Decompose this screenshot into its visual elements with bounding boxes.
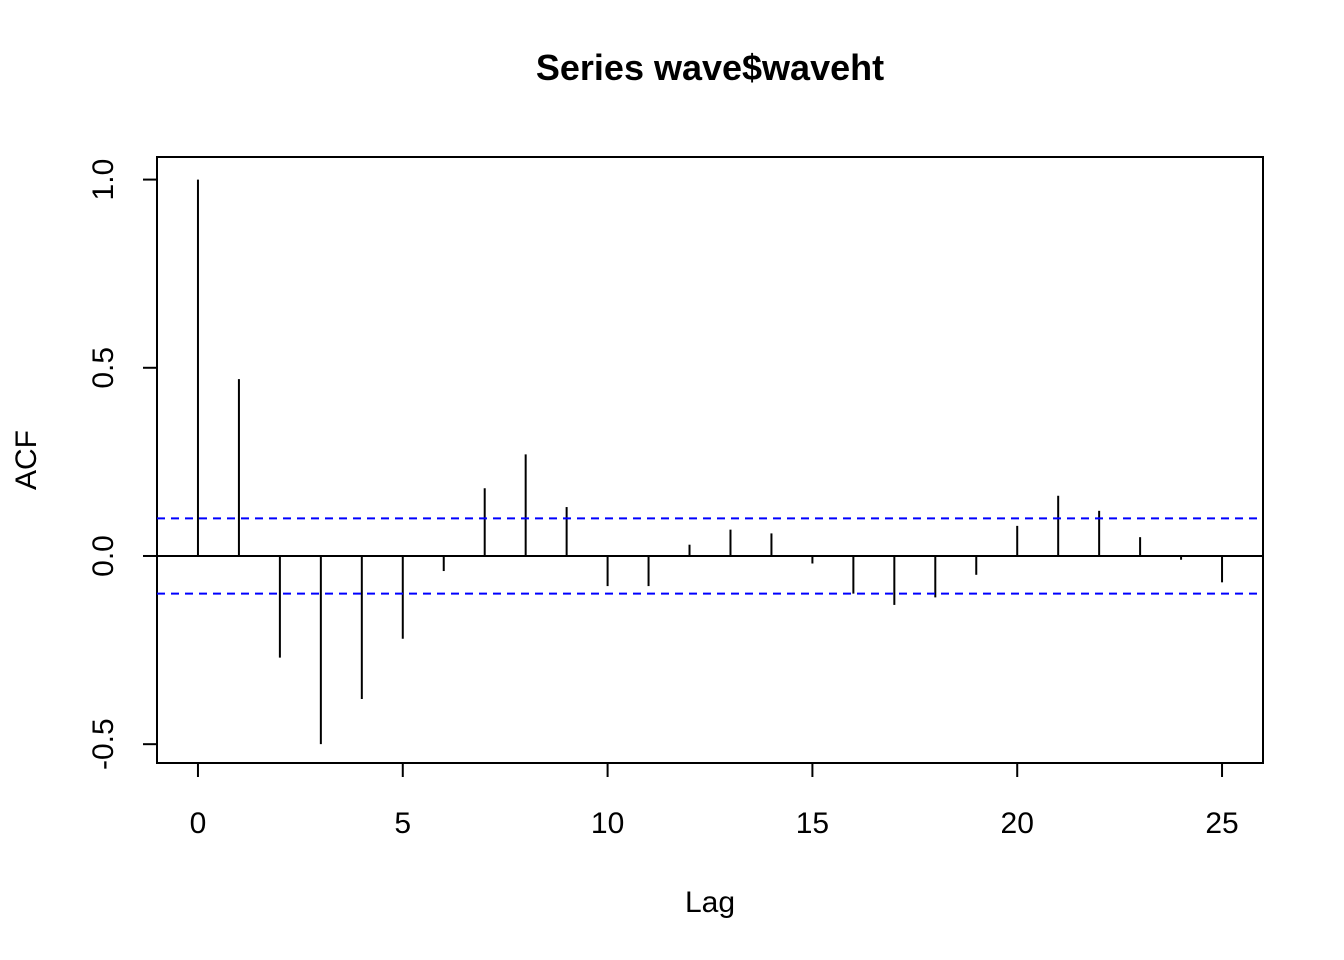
reference-lines [157,517,1263,595]
y-tick-label: -0.5 [87,718,120,770]
chart-title: Series wave$waveht [536,47,884,88]
plot-frame [156,156,1264,764]
x-tick-label: 5 [394,807,411,840]
y-tick-label: 0.5 [87,347,120,389]
x-axis: 0 5 10 15 20 25 [190,762,1239,840]
x-tick-label: 25 [1205,807,1238,840]
y-tick-label: 0.0 [87,535,120,577]
y-tick-label: 1.0 [87,159,120,201]
x-tick-label: 10 [591,807,624,840]
y-axis: -0.5 0.0 0.5 1.0 [87,159,158,770]
x-tick-label: 15 [796,807,829,840]
x-tick-label: 20 [1001,807,1034,840]
x-axis-label: Lag [685,886,735,919]
y-axis-label: ACF [10,430,43,490]
x-tick-label: 0 [190,807,207,840]
acf-bars [196,179,1224,745]
